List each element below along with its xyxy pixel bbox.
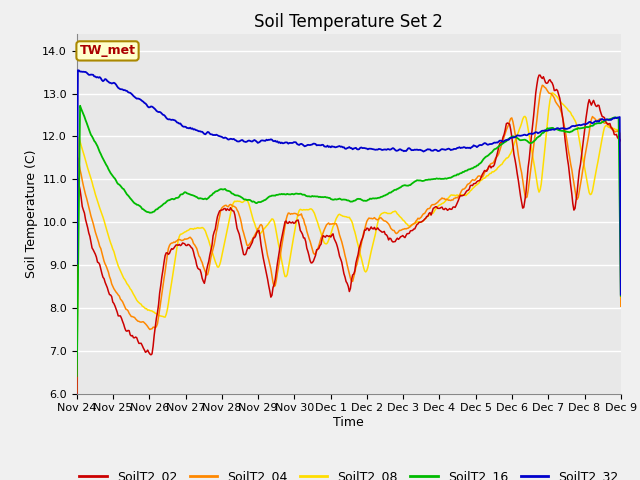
X-axis label: Time: Time [333, 416, 364, 429]
Y-axis label: Soil Temperature (C): Soil Temperature (C) [25, 149, 38, 278]
Title: Soil Temperature Set 2: Soil Temperature Set 2 [254, 12, 444, 31]
Legend: SoilT2_02, SoilT2_04, SoilT2_08, SoilT2_16, SoilT2_32: SoilT2_02, SoilT2_04, SoilT2_08, SoilT2_… [74, 465, 623, 480]
Text: TW_met: TW_met [79, 44, 136, 58]
